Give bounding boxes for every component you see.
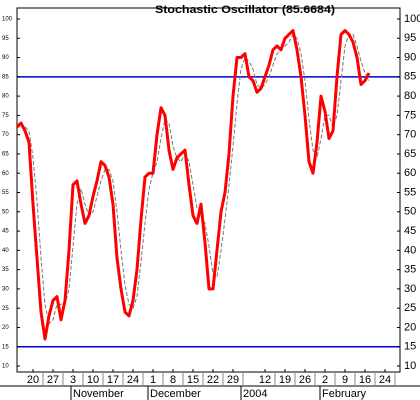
y-tick-label-right: 20	[404, 321, 416, 333]
y-tick-label-left: 55	[2, 190, 9, 196]
month-label: December	[150, 388, 201, 400]
month-label: November	[73, 388, 124, 400]
x-tick-label: 24	[127, 374, 139, 386]
x-tick-label: 19	[279, 374, 291, 386]
y-tick-label-right: 35	[404, 264, 416, 276]
y-tick-label-left: 95	[2, 36, 9, 42]
x-tick-label: 12	[259, 374, 271, 386]
y-tick-label-right: 75	[404, 109, 416, 121]
y-tick-label-left: 20	[2, 325, 9, 331]
x-tick-label: 8	[170, 374, 176, 386]
x-tick-label: 22	[207, 374, 219, 386]
y-tick-label-left: 85	[2, 74, 9, 80]
y-tick-label-right: 15	[404, 341, 416, 353]
y-tick-label-right: 30	[404, 283, 416, 295]
y-tick-label-left: 70	[2, 132, 9, 138]
y-tick-label-left: 40	[2, 248, 9, 254]
x-tick-label: 15	[187, 374, 199, 386]
y-tick-label-right: 25	[404, 302, 416, 314]
y-tick-label-right: 40	[404, 244, 416, 256]
y-tick-label-left: 35	[2, 267, 9, 273]
y-tick-label-left: 50	[2, 209, 9, 215]
y-tick-label-left: 60	[2, 171, 9, 177]
x-tick-label: 24	[379, 374, 391, 386]
y-tick-label-right: 65	[404, 148, 416, 160]
y-tick-label-right: 90	[404, 51, 416, 63]
y-tick-label-right: 70	[404, 129, 416, 141]
plot-frame	[16, 7, 401, 373]
y-tick-label-left: 10	[2, 364, 9, 370]
x-tick-label: 26	[299, 374, 311, 386]
y-tick-label-left: 15	[2, 344, 9, 350]
y-tick-label-left: 30	[2, 286, 9, 292]
x-tick-label: 2	[322, 374, 328, 386]
x-tick-label: 10	[87, 374, 99, 386]
y-tick-label-right: 10	[404, 360, 416, 372]
y-tick-label-right: 85	[404, 71, 416, 83]
x-tick-label: 16	[359, 374, 371, 386]
series-line	[15, 29, 371, 341]
series-line	[24, 33, 370, 325]
y-tick-label-right: 50	[404, 206, 416, 218]
x-tick-label: 17	[107, 374, 119, 386]
x-tick-label: 9	[342, 374, 348, 386]
month-label: 2004	[243, 388, 267, 400]
y-tick-label-left: 90	[2, 55, 9, 61]
x-tick-label: 1	[150, 374, 156, 386]
y-tick-label-left: 25	[2, 306, 9, 312]
y-tick-label-left: 100	[2, 17, 13, 23]
y-tick-label-left: 65	[2, 152, 9, 158]
x-tick-label: 20	[27, 374, 39, 386]
y-tick-label-right: 55	[404, 186, 416, 198]
y-tick-label-left: 75	[2, 113, 9, 119]
y-tick-label-right: 45	[404, 225, 416, 237]
y-tick-label-right: 80	[404, 90, 416, 102]
chart-title: Stochastic Oscillator (85.6684)	[155, 4, 335, 16]
x-tick-label: 3	[70, 374, 76, 386]
y-tick-label-right: 100	[404, 13, 420, 25]
y-tick-label-left: 45	[2, 229, 9, 235]
x-tick-label: 29	[227, 374, 239, 386]
y-tick-label-left: 80	[2, 94, 9, 100]
month-label: February	[322, 388, 367, 400]
y-tick-label-right: 60	[404, 167, 416, 179]
y-tick-label-right: 95	[404, 32, 416, 44]
x-tick-label: 27	[47, 374, 59, 386]
